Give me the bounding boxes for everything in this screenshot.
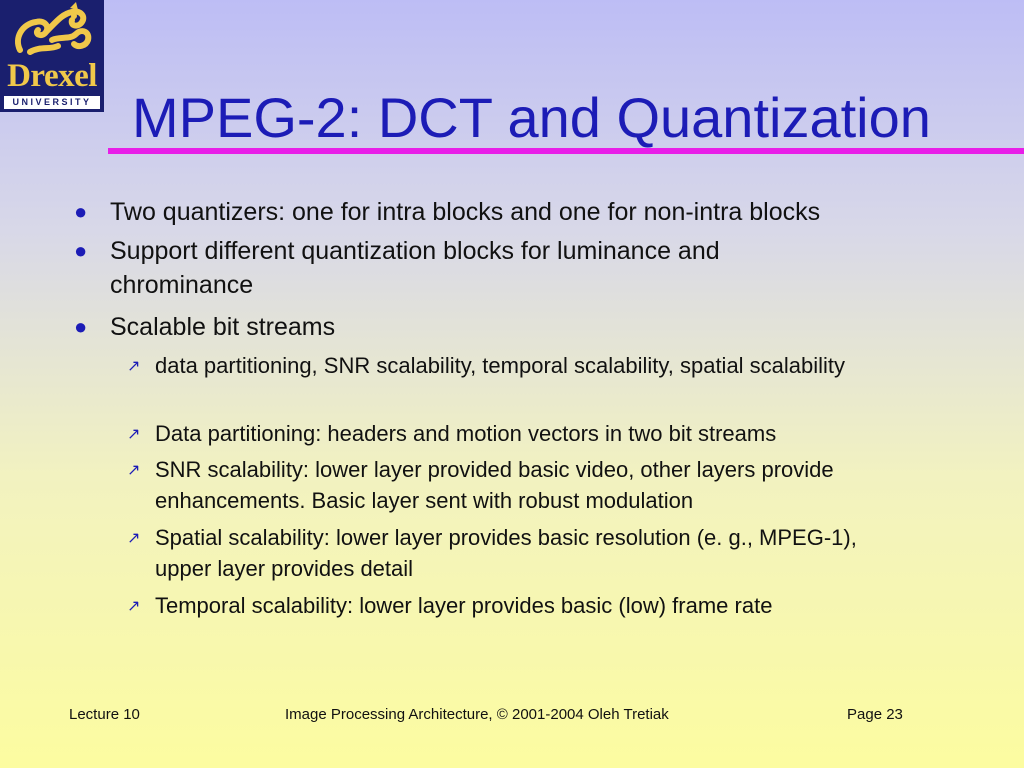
- logo-band: UNIVERSITY: [4, 96, 100, 109]
- bullet-text: Support different quantization blocks fo…: [110, 237, 720, 299]
- title-rule: [108, 148, 1024, 154]
- bullet-text: Two quantizers: one for intra blocks and…: [110, 198, 821, 226]
- footer-course: Image Processing Architecture, © 2001-20…: [285, 706, 669, 723]
- sub-bullet-text: Spatial scalability: lower layer provide…: [155, 525, 857, 581]
- bullet-dot: ●: [74, 199, 88, 224]
- sub-bullet-text: data partitioning, SNR scalability, temp…: [155, 353, 846, 378]
- arrow-icon: ↗: [127, 462, 141, 479]
- bullet-text: Scalable bit streams: [110, 313, 336, 341]
- dragon-icon: [15, 2, 92, 55]
- arrow-icon: ↗: [127, 426, 141, 443]
- arrow-icon: ↗: [127, 598, 141, 615]
- sub-bullet-text: SNR scalability: lower layer provided ba…: [155, 457, 834, 513]
- bullet-dot: ●: [74, 238, 88, 263]
- footer-page: Page 23: [847, 706, 903, 723]
- footer-lecture: Lecture 10: [69, 706, 140, 723]
- sub-bullet-text: Data partitioning: headers and motion ve…: [155, 421, 777, 446]
- bullet-dot: ●: [74, 314, 88, 339]
- drexel-logo: Drexel UNIVERSITY: [0, 0, 104, 112]
- slide-title: MPEG-2: DCT and Quantization: [132, 86, 931, 149]
- logo-wordmark: Drexel: [7, 58, 97, 94]
- arrow-icon: ↗: [127, 358, 141, 375]
- arrow-icon: ↗: [127, 530, 141, 547]
- sub-bullet-text: Temporal scalability: lower layer provid…: [155, 593, 773, 618]
